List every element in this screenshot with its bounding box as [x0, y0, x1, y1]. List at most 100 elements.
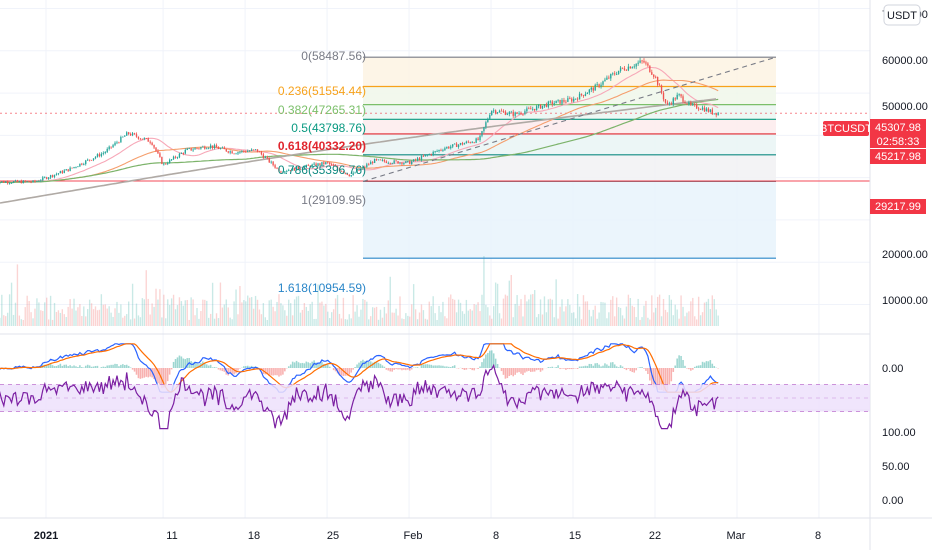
candle-body [595, 85, 596, 91]
candle-body [216, 145, 217, 147]
volume-bar [304, 303, 305, 326]
macd-histogram-bar [411, 368, 413, 369]
volume-bar [468, 311, 469, 326]
volume-bar [651, 295, 652, 326]
candle-body [189, 148, 190, 149]
candle-body [628, 67, 629, 71]
candle-body [702, 108, 703, 110]
macd-histogram-bar [142, 368, 144, 378]
candle-body [204, 147, 205, 149]
volume-bar [220, 283, 221, 326]
volume-bar [386, 313, 387, 326]
candle-body [645, 62, 646, 63]
candle-body [624, 68, 625, 70]
volume-bar [704, 303, 705, 326]
macd-histogram-bar [169, 368, 171, 375]
macd-histogram-bar [91, 367, 93, 368]
macd-histogram-bar [237, 368, 239, 371]
macd-histogram-bar [77, 367, 79, 368]
candle-body [99, 154, 100, 156]
candle-body [589, 90, 590, 93]
candle-body [661, 85, 662, 92]
candle-body [171, 159, 172, 160]
volume-bar [606, 318, 607, 326]
macd-histogram-bar [270, 368, 272, 375]
volume-bar [212, 283, 213, 326]
volume-bar [555, 279, 556, 326]
macd-histogram-bar [356, 364, 358, 368]
macd-histogram-bar [108, 365, 110, 368]
candle-body [427, 155, 428, 156]
candle-body [503, 111, 504, 112]
candle-body [399, 163, 400, 164]
fib-label: 1.618(10954.59) [278, 281, 366, 295]
candle-body [593, 88, 594, 91]
macd-histogram-bar [181, 356, 183, 368]
candle-body [655, 77, 656, 78]
volume-bar [108, 306, 109, 326]
candle-body [50, 175, 51, 177]
candle-body [226, 149, 227, 151]
candle-body [270, 162, 271, 163]
volume-bar [62, 309, 63, 326]
volume-bar [669, 295, 670, 326]
volume-bar [276, 302, 277, 326]
candle-body [415, 159, 416, 160]
candle-body [425, 155, 426, 156]
volume-bar [692, 298, 693, 326]
macd-histogram-bar [497, 364, 499, 368]
volume-bar [34, 309, 35, 326]
candle-body [409, 161, 410, 164]
volume-bar [436, 320, 437, 326]
volume-bar [83, 306, 84, 326]
candle-body [643, 61, 644, 63]
macd-histogram-bar [485, 355, 487, 368]
volume-bar [226, 299, 227, 326]
candle-body [669, 103, 670, 104]
candle-body [11, 183, 12, 184]
volume-bar [38, 302, 39, 326]
volume-bar [267, 320, 268, 326]
currency-button[interactable]: USDT [884, 5, 920, 25]
volume-bar [548, 299, 549, 326]
volume-bar [3, 315, 4, 326]
volume-bar [409, 317, 410, 326]
candle-body [134, 133, 135, 134]
volume-bar [649, 320, 650, 326]
candle-body [93, 158, 94, 160]
macd-histogram-bar [512, 368, 514, 376]
candle-body [542, 106, 543, 109]
volume-bar [579, 307, 580, 326]
candle-body [704, 108, 705, 112]
volume-bar [75, 311, 76, 326]
macd-histogram-bar [704, 362, 706, 368]
macd-histogram-bar [501, 368, 503, 371]
volume-bar [122, 318, 123, 326]
price-tick-label: 10000.00 [882, 295, 928, 307]
candle-body [67, 169, 68, 171]
macd-histogram-bar [120, 365, 122, 368]
volume-bar [36, 298, 37, 326]
volume-bar [325, 304, 326, 326]
volume-bar [491, 319, 492, 326]
volume-bar [550, 299, 551, 326]
volume-bar [349, 314, 350, 326]
candle-body [42, 177, 43, 180]
volume-bar [647, 318, 648, 326]
candle-body [616, 74, 617, 75]
macd-histogram-bar [222, 368, 224, 371]
volume-bar [128, 302, 129, 326]
macd-histogram-bar [686, 368, 688, 369]
volume-bar [235, 290, 236, 326]
macd-histogram-bar [134, 368, 136, 372]
candle-body [21, 181, 22, 183]
macd-histogram-bar [290, 364, 292, 368]
macd-histogram-bar [606, 364, 608, 368]
macd-histogram-bar [62, 366, 64, 368]
volume-bar [382, 318, 383, 326]
macd-histogram-bar [140, 368, 142, 379]
macd-histogram-bar [618, 367, 620, 368]
volume-bar [661, 316, 662, 326]
